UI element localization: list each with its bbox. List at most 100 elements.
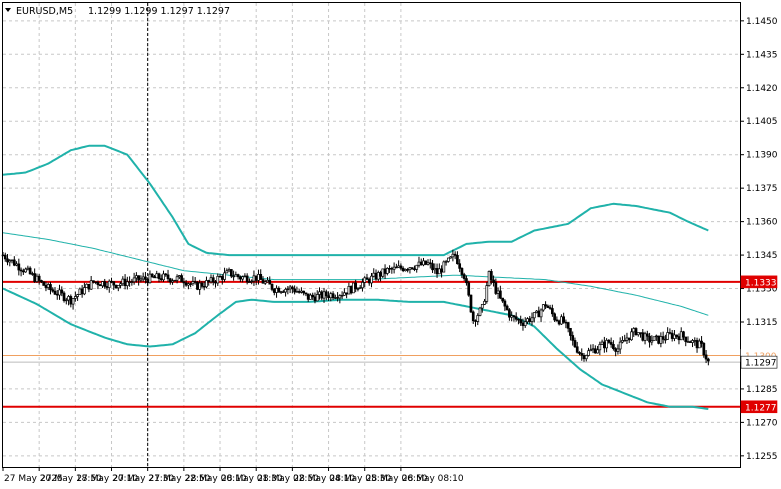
candle-body: [512, 315, 516, 318]
candle-body: [73, 296, 77, 299]
candle-body: [440, 268, 443, 273]
candle-body: [114, 284, 118, 289]
candle-body: [374, 272, 378, 280]
candle-body: [105, 286, 109, 288]
candle-body: [343, 292, 346, 296]
candle-body: [519, 319, 523, 324]
candle-body: [580, 353, 584, 356]
candle-body: [324, 291, 328, 297]
y-tick-label: 1.1450: [746, 17, 778, 27]
candle-body: [483, 300, 486, 305]
candle-body: [281, 291, 285, 293]
candle-body: [532, 312, 536, 319]
candle-body: [627, 337, 631, 341]
candle-body: [254, 275, 258, 281]
candle-body: [309, 294, 312, 300]
candle-body: [410, 267, 414, 270]
candle-body: [661, 336, 665, 340]
candle-body: [248, 281, 251, 283]
candle-body: [320, 291, 324, 299]
candle-body: [645, 333, 649, 337]
candle-body: [6, 258, 9, 263]
candle-body: [569, 327, 572, 336]
candle-body: [257, 274, 260, 281]
candle-body: [103, 281, 107, 287]
candle-body: [670, 332, 674, 339]
candle-body: [691, 340, 694, 343]
candle-body: [322, 291, 326, 299]
price-axis: 1.1450 1.1435 1.1420 1.1405 1.1390 1.1375 1.13…: [740, 17, 778, 462]
candle-body: [684, 336, 688, 342]
candle-body: [419, 261, 423, 266]
candle-body: [383, 268, 387, 274]
candle-body: [125, 281, 129, 287]
candle-body: [288, 286, 292, 290]
candle-body: [354, 282, 358, 290]
candle-body: [465, 278, 468, 284]
candle-body: [157, 273, 161, 279]
candle-body: [60, 289, 64, 294]
candle-body: [462, 274, 466, 279]
candle-body: [53, 290, 57, 295]
candle-body: [31, 273, 34, 275]
candle-body: [401, 267, 405, 272]
candle-body: [505, 305, 509, 311]
candle-body: [94, 281, 98, 284]
candle-body: [327, 295, 330, 299]
candle-body: [37, 275, 41, 281]
candle-body: [693, 340, 697, 342]
candle-body: [616, 348, 620, 352]
candle-body: [388, 268, 391, 270]
candle-body: [641, 332, 645, 341]
x-tick-label: 27 May 22:50: [149, 474, 211, 484]
candle-body: [573, 340, 577, 348]
candlesticks: [1, 249, 710, 366]
candle-body: [675, 334, 679, 337]
candle-body: [428, 262, 432, 265]
candle-body: [591, 348, 595, 351]
candle-body: [541, 304, 545, 311]
candle-body: [636, 332, 640, 336]
candle-body: [225, 270, 229, 274]
candle-body: [62, 292, 66, 301]
candle-body: [397, 265, 400, 268]
candle-body: [582, 354, 586, 360]
candle-body: [28, 267, 32, 275]
candle-body: [361, 282, 364, 289]
candle-body: [130, 281, 134, 283]
candle-body: [370, 275, 373, 284]
candle-body: [352, 282, 355, 294]
candle-body: [379, 272, 382, 277]
candle-body: [706, 358, 710, 362]
candle-body: [250, 280, 254, 283]
dropdown-triangle-icon[interactable]: [5, 8, 11, 12]
y-tick-label: 1.1405: [746, 117, 778, 127]
candle-body: [621, 340, 624, 343]
candle-body: [198, 282, 202, 290]
candle-body: [123, 278, 127, 287]
candle-body: [329, 293, 333, 299]
candle-body: [302, 290, 306, 294]
y-tick-label: 1.1435: [746, 50, 778, 60]
candle-body: [485, 285, 489, 302]
candle-body: [279, 291, 283, 293]
candle-body: [600, 341, 604, 345]
candle-body: [517, 318, 520, 321]
candle-body: [553, 313, 556, 321]
candle-body: [67, 296, 70, 301]
candle-body: [365, 277, 369, 280]
candle-body: [508, 309, 511, 318]
symbol-label: EURUSD,M5: [16, 6, 73, 17]
candle-body: [162, 273, 165, 281]
candle-body: [487, 271, 491, 286]
candle-body: [395, 266, 398, 269]
candle-body: [229, 269, 233, 277]
candle-body: [655, 335, 658, 338]
candle-body: [272, 289, 276, 293]
candle-body: [494, 282, 498, 294]
candle-body: [171, 280, 174, 283]
candle-body: [110, 280, 113, 283]
price-tag-label: 1.1297: [745, 359, 777, 369]
candle-body: [630, 331, 633, 341]
